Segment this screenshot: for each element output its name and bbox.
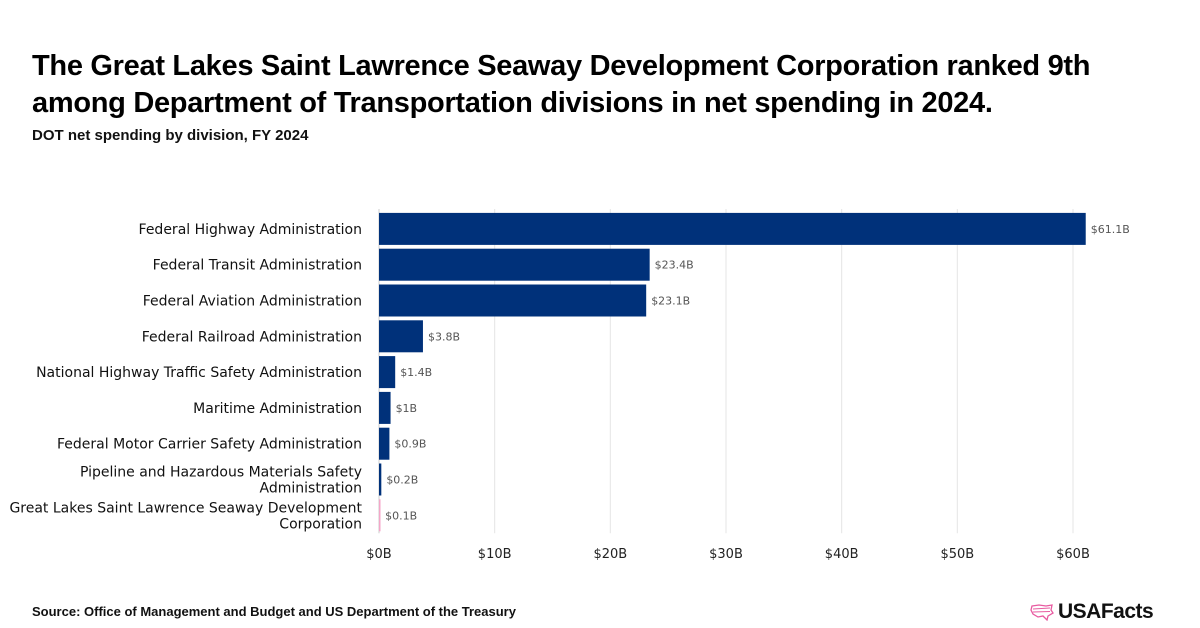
data-label: $23.1B (651, 295, 690, 308)
data-label: $0.9B (394, 438, 426, 451)
source-note: Source: Office of Management and Budget … (32, 604, 516, 619)
bar (379, 320, 423, 353)
category-label: National Highway Traffic Safety Administ… (36, 365, 362, 381)
category-label-line: National Highway Traffic Safety Administ… (36, 365, 362, 381)
category-label-line: Federal Transit Administration (153, 258, 362, 274)
category-label: Maritime Administration (193, 401, 362, 417)
category-label: Federal Transit Administration (153, 258, 362, 274)
category-label: Federal Railroad Administration (142, 329, 362, 345)
bar (379, 248, 650, 281)
x-tick-label: $40B (825, 547, 859, 562)
data-label: $0.1B (385, 509, 417, 522)
chart-subtitle: DOT net spending by division, FY 2024 (32, 127, 309, 144)
x-tick-label: $10B (478, 547, 512, 562)
category-label-line: Pipeline and Hazardous Materials Safety (80, 465, 362, 481)
x-tick-label: $50B (940, 547, 974, 562)
category-label-line: Corporation (279, 516, 362, 532)
x-tick-label: $0B (366, 547, 391, 562)
bar (379, 391, 391, 424)
category-label-line: Federal Motor Carrier Safety Administrat… (57, 437, 362, 453)
us-map-icon (1030, 604, 1054, 621)
category-label: Federal Aviation Administration (143, 294, 362, 310)
category-label-line: Administration (260, 481, 362, 497)
category-label: Federal Highway Administration (139, 222, 362, 238)
category-label: Great Lakes Saint Lawrence Seaway Develo… (9, 500, 362, 532)
category-label-line: Great Lakes Saint Lawrence Seaway Develo… (9, 500, 362, 516)
data-label: $3.8B (428, 330, 460, 343)
data-label: $61.1B (1091, 223, 1130, 236)
x-tick-label: $60B (1056, 547, 1090, 562)
category-label: Federal Motor Carrier Safety Administrat… (57, 437, 362, 453)
data-label: $0.2B (386, 474, 418, 487)
bar (379, 499, 381, 532)
x-tick-label: $30B (709, 547, 743, 562)
category-label-line: Federal Aviation Administration (143, 294, 362, 310)
chart-title: The Great Lakes Saint Lawrence Seaway De… (32, 50, 1091, 119)
bar (379, 284, 647, 317)
bar (379, 356, 396, 389)
category-label-line: Maritime Administration (193, 401, 362, 417)
category-label: Pipeline and Hazardous Materials Safety A… (80, 465, 362, 497)
bar (379, 463, 382, 496)
data-label: $1B (396, 402, 418, 415)
category-label-line: Federal Railroad Administration (142, 329, 362, 345)
data-label: $23.4B (655, 259, 694, 272)
usafacts-logo: USAFacts (1030, 600, 1154, 624)
bar (379, 212, 1086, 245)
x-tick-label: $20B (593, 547, 627, 562)
logo-text: USAFacts (1058, 600, 1154, 623)
category-label-line: Federal Highway Administration (139, 222, 362, 238)
data-label: $1.4B (400, 366, 432, 379)
bar (379, 427, 390, 460)
